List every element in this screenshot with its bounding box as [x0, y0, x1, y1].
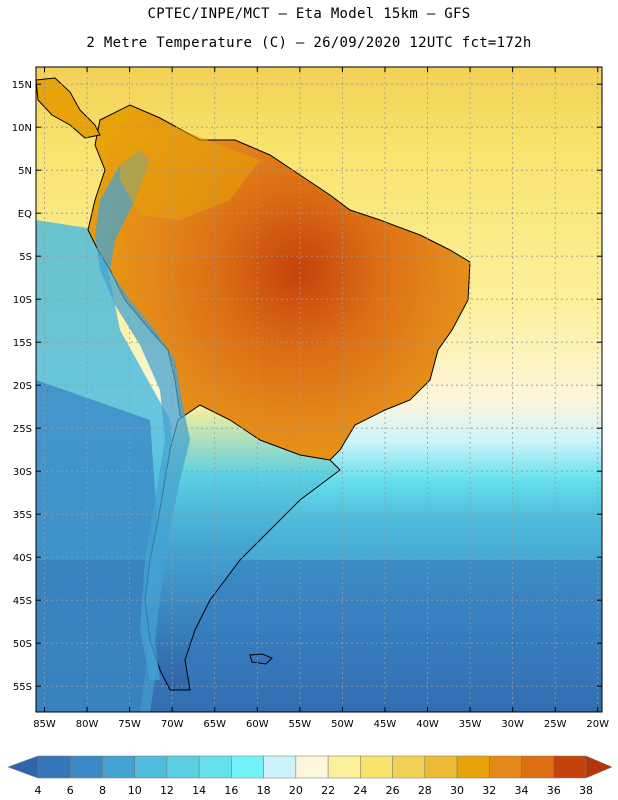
- lat-tick-label: 50S: [13, 639, 32, 650]
- chart-subtitle: 2 Metre Temperature (C) – 26/09/2020 12U…: [86, 35, 532, 51]
- lat-tick-label: 35S: [13, 510, 32, 521]
- colorbar-label: 12: [160, 784, 174, 797]
- colorbar-swatch: [295, 755, 329, 779]
- lat-tick-label: 10S: [13, 295, 32, 306]
- colorbar-label: 32: [482, 784, 496, 797]
- southern-ocean-band: [36, 560, 602, 712]
- lat-tick-label: 30S: [13, 467, 32, 478]
- colorbar-label: 38: [579, 784, 593, 797]
- colorbar-swatch: [489, 755, 522, 779]
- lat-tick-label: 10N: [12, 123, 32, 134]
- lon-tick-label: 35W: [459, 719, 482, 730]
- lon-tick-label: 40W: [416, 719, 439, 730]
- colorbar-label: 6: [67, 784, 74, 797]
- lat-tick-label: 25S: [13, 424, 32, 435]
- lon-tick-label: 25W: [544, 719, 567, 730]
- colorbar-swatch: [198, 755, 232, 779]
- colorbar-label: 34: [515, 784, 529, 797]
- colorbar-arrow-low: [7, 755, 39, 779]
- lon-tick-label: 55W: [289, 719, 312, 730]
- lat-tick-label: 15S: [13, 338, 32, 349]
- lon-tick-label: 85W: [33, 719, 56, 730]
- colorbar-swatch: [69, 755, 103, 779]
- lat-tick-label: 5N: [18, 166, 32, 177]
- andes-cool-strip: [95, 150, 190, 680]
- colorbar-label: 10: [128, 784, 142, 797]
- colorbar-label: 22: [321, 784, 335, 797]
- lat-tick-label: 40S: [13, 553, 32, 564]
- colorbar-swatch: [134, 755, 168, 779]
- central-america-land: [36, 77, 101, 139]
- temperature-colorbar: 4 6 8 10 12 14 16 18 20 22 24 26 28 30 32 34 36 38: [7, 755, 613, 797]
- lon-tick-label: 70W: [161, 719, 184, 730]
- colorbar-swatch: [553, 755, 587, 779]
- longitude-axis: 85W 80W 75W 70W 65W 60W 55W 50W 45W 40W 35W 30W 25W 2…: [33, 67, 609, 730]
- chart-title: CPTEC/INPE/MCT – Eta Model 15km – GFS: [147, 6, 471, 22]
- colorbar-swatch: [424, 755, 458, 779]
- lon-tick-label: 20W: [586, 719, 609, 730]
- colorbar-arrow-high: [585, 755, 613, 779]
- lon-tick-label: 75W: [118, 719, 141, 730]
- map-frame: [35, 66, 603, 713]
- lat-tick-label: 55S: [13, 682, 32, 693]
- lon-tick-label: 80W: [76, 719, 99, 730]
- colorbar-label: 28: [418, 784, 432, 797]
- colorbar-swatch: [263, 755, 297, 779]
- lon-tick-label: 60W: [246, 719, 269, 730]
- colorbar-swatch: [37, 755, 71, 779]
- colorbar-swatch: [392, 755, 426, 779]
- lat-tick-label: 20S: [13, 381, 32, 392]
- lon-tick-label: 30W: [501, 719, 524, 730]
- colorbar-swatch: [231, 755, 264, 779]
- colorbar-label: 4: [35, 784, 42, 797]
- lon-tick-label: 45W: [374, 719, 397, 730]
- lat-tick-label: 15N: [12, 80, 32, 91]
- colorbar-swatch: [360, 755, 393, 779]
- colorbar-label: 20: [289, 784, 303, 797]
- colorbar-label: 24: [353, 784, 367, 797]
- colorbar-label: 26: [386, 784, 400, 797]
- colorbar-label: 36: [547, 784, 561, 797]
- colorbar-swatch: [327, 755, 361, 779]
- lon-tick-label: 65W: [203, 719, 226, 730]
- colorbar-swatch: [166, 755, 200, 779]
- colorbar-label: 8: [99, 784, 106, 797]
- north-warm-belt: [120, 125, 260, 220]
- latitude-axis: 15N 10N 5N EQ 5S 10S 15S 20S 25S 30S 35S 40S 45S 50S 5…: [12, 80, 602, 693]
- colorbar-swatch: [521, 755, 555, 779]
- colorbar-swatch: [456, 755, 490, 779]
- lat-lon-grid: [36, 67, 602, 712]
- lat-tick-label: 5S: [19, 252, 32, 263]
- colorbar-label: 18: [257, 784, 271, 797]
- colorbar-swatch: [102, 755, 135, 779]
- lon-tick-label: 50W: [331, 719, 354, 730]
- lat-tick-label: EQ: [18, 209, 32, 220]
- colorbar-label: 30: [450, 784, 464, 797]
- falkland-islands: [249, 653, 273, 665]
- lat-tick-label: 45S: [13, 596, 32, 607]
- colorbar-label: 14: [192, 784, 206, 797]
- colorbar-label: 16: [224, 784, 238, 797]
